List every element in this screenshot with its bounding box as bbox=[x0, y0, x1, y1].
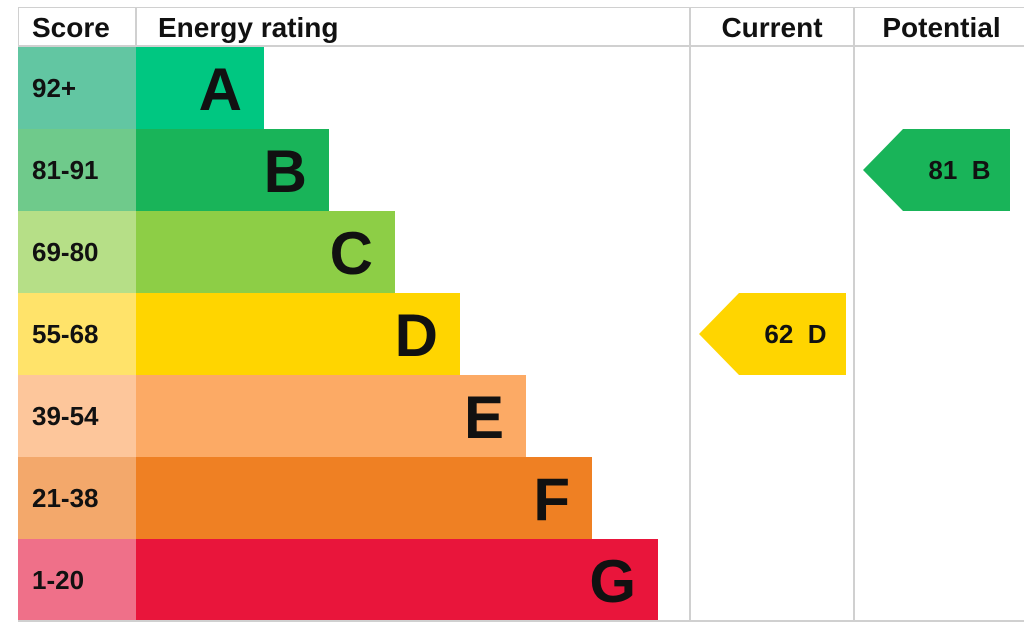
rating-letter: A bbox=[198, 56, 242, 123]
header-current: Current bbox=[690, 7, 854, 47]
divider bbox=[689, 7, 691, 622]
score-range-b: 81-91 bbox=[18, 129, 136, 211]
rating-bar-e: E bbox=[136, 375, 526, 457]
score-range-a: 92+ bbox=[18, 47, 136, 129]
bottom-border bbox=[18, 620, 1024, 622]
rating-bar-b: B bbox=[136, 129, 329, 211]
score-range-g: 1-20 bbox=[18, 539, 136, 621]
rating-bar-g: G bbox=[136, 539, 658, 621]
potential-rating-label: 81 B bbox=[928, 155, 991, 185]
rating-letter: F bbox=[533, 466, 570, 533]
rating-bar-a: A bbox=[136, 47, 264, 129]
score-range-f: 21-38 bbox=[18, 457, 136, 539]
rating-letter: E bbox=[463, 384, 504, 451]
score-range-c: 69-80 bbox=[18, 211, 136, 293]
rating-letter: G bbox=[589, 548, 636, 615]
rating-bar-c: C bbox=[136, 211, 395, 293]
rating-letter: D bbox=[394, 302, 438, 369]
rating-bar-d: D bbox=[136, 293, 460, 375]
header-potential: Potential bbox=[854, 7, 1024, 47]
score-range-d: 55-68 bbox=[18, 293, 136, 375]
current-rating-label: 62 D bbox=[764, 319, 827, 349]
divider bbox=[853, 7, 855, 622]
header-score: Score bbox=[18, 7, 136, 47]
rating-letter: C bbox=[329, 220, 373, 287]
score-range-e: 39-54 bbox=[18, 375, 136, 457]
header-energy-rating: Energy rating bbox=[136, 7, 690, 47]
rating-bar-f: F bbox=[136, 457, 592, 539]
rating-letter: B bbox=[263, 138, 307, 205]
